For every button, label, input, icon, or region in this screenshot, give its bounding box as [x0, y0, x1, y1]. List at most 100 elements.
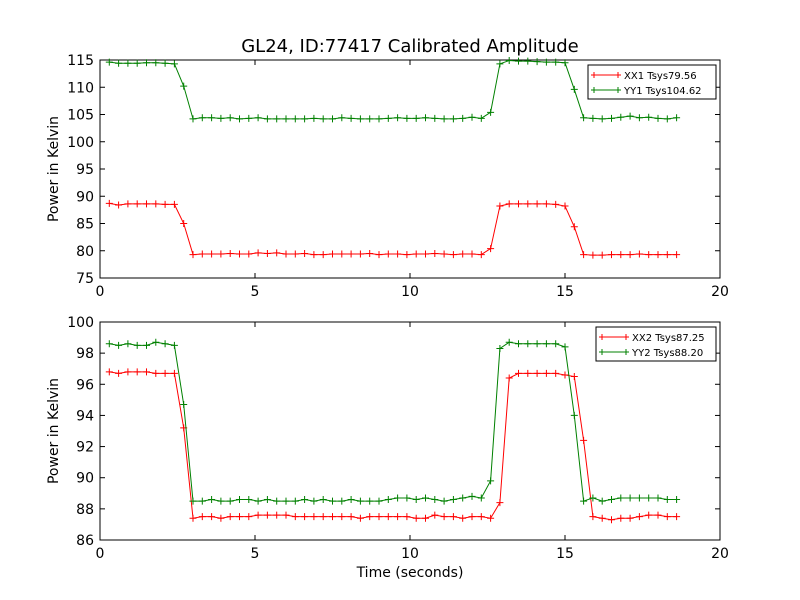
data-point [180, 401, 188, 409]
data-point [505, 57, 513, 65]
data-point [254, 114, 262, 122]
data-point [198, 497, 206, 505]
data-point [496, 60, 504, 68]
data-point [208, 496, 216, 504]
data-point [449, 115, 457, 123]
data-point [338, 513, 346, 521]
data-point [542, 340, 550, 348]
data-point [524, 340, 532, 348]
data-point [226, 114, 234, 122]
data-point [459, 494, 467, 502]
data-point [617, 113, 625, 121]
data-point [617, 514, 625, 522]
data-point [124, 340, 132, 348]
data-point [115, 369, 123, 377]
data-point [115, 59, 123, 67]
data-point [449, 251, 457, 259]
bottom-plot: 0 5 10 15 20 86 88 90 92 94 96 98 100 Power in Kelvin… [46, 315, 729, 562]
data-point [105, 368, 113, 376]
data-point [617, 494, 625, 502]
data-point [663, 513, 671, 521]
data-point [477, 513, 485, 521]
data-point [208, 513, 216, 521]
data-point [422, 494, 429, 502]
legend: XX2 Tsys87.25 YY2 Tsys88.20 [595, 326, 717, 362]
legend-marker [615, 87, 621, 93]
data-point [468, 513, 476, 521]
data-point [198, 114, 206, 122]
data-point [589, 114, 597, 122]
x-tick-label: 0 [96, 546, 105, 562]
data-point [561, 202, 569, 210]
data-point [422, 514, 429, 522]
data-point [143, 368, 150, 376]
data-point [552, 200, 560, 208]
data-point [663, 115, 671, 123]
data-point [170, 369, 178, 377]
data-point [561, 371, 569, 379]
data-point [580, 436, 588, 444]
data-point [635, 494, 643, 502]
data-point [282, 250, 290, 258]
data-point [496, 499, 504, 507]
data-point [143, 59, 150, 67]
data-point [273, 497, 281, 505]
data-point [319, 115, 327, 123]
data-point [487, 245, 495, 253]
data-point [310, 114, 318, 122]
data-point [496, 202, 504, 210]
data-point [236, 513, 243, 521]
data-point [319, 496, 327, 504]
legend-label: YY1 Tsys104.62 [623, 86, 702, 97]
y-tick-label: 115 [67, 53, 94, 69]
data-point [217, 514, 225, 522]
data-point [208, 114, 216, 122]
data-point [356, 497, 364, 505]
data-point [580, 497, 588, 505]
data-point [570, 85, 578, 93]
data-point [273, 249, 281, 257]
y-axis-label: Power in Kelvin [46, 116, 62, 222]
data-point [152, 59, 160, 67]
data-point [673, 496, 681, 504]
data-point [673, 251, 681, 259]
data-point [152, 369, 160, 377]
y-tick-label: 75 [76, 271, 94, 287]
data-point [440, 115, 448, 123]
data-point [347, 114, 355, 122]
data-point [282, 115, 290, 123]
data-point [310, 513, 318, 521]
data-point [291, 115, 299, 123]
data-point [161, 59, 169, 67]
data-point [403, 114, 411, 122]
data-point [338, 114, 346, 122]
data-point [533, 200, 541, 208]
data-point [598, 115, 606, 123]
data-point [422, 114, 429, 122]
data-point [524, 57, 532, 65]
data-point [580, 114, 588, 122]
data-point [654, 114, 662, 122]
y-tick-label: 90 [76, 189, 94, 205]
data-point [412, 496, 420, 504]
y-tick-label: 92 [76, 440, 94, 456]
data-point [422, 250, 429, 258]
data-point [189, 115, 197, 123]
data-point [431, 249, 439, 257]
data-point [505, 374, 513, 382]
data-point [310, 497, 318, 505]
data-point [598, 251, 606, 259]
data-point [338, 497, 346, 505]
data-point [487, 477, 495, 485]
data-point [319, 251, 327, 259]
data-point [263, 115, 271, 123]
data-point [366, 249, 374, 257]
y-tick-label: 86 [76, 533, 94, 549]
data-point [226, 497, 234, 505]
data-point [570, 373, 578, 380]
data-point [356, 115, 364, 123]
legend-label: XX1 Tsys79.56 [624, 71, 697, 82]
data-point [115, 341, 123, 349]
data-point [589, 251, 597, 259]
x-tick-label: 5 [251, 546, 260, 562]
